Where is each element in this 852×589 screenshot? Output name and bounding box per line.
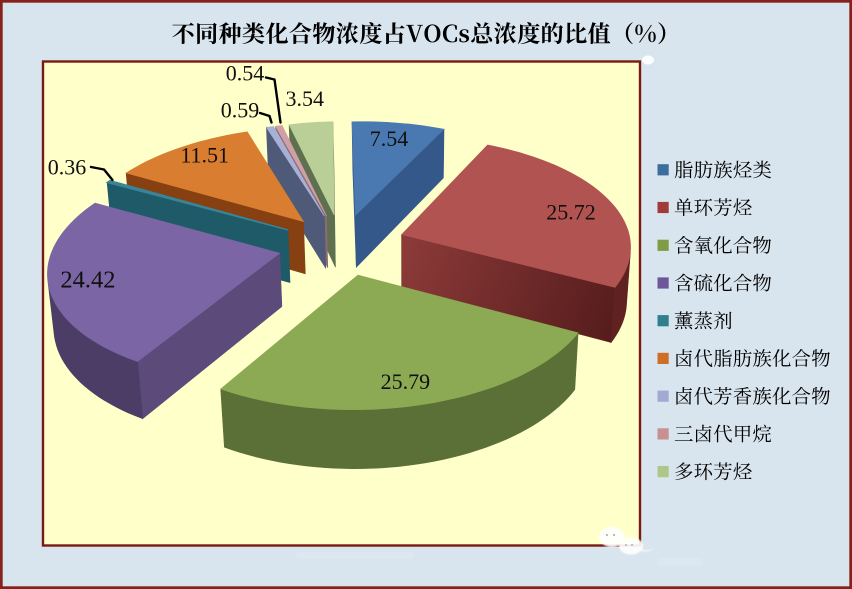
svg-text:25.79: 25.79	[381, 369, 431, 394]
svg-text:0.59: 0.59	[221, 97, 260, 122]
svg-text:7.54: 7.54	[370, 126, 409, 151]
svg-text:3.54: 3.54	[285, 86, 324, 111]
svg-text:0.36: 0.36	[48, 154, 87, 179]
svg-text:25.72: 25.72	[546, 199, 596, 224]
svg-text:11.51: 11.51	[180, 143, 229, 168]
svg-text:0.54: 0.54	[226, 60, 265, 85]
svg-text:24.42: 24.42	[60, 266, 115, 293]
